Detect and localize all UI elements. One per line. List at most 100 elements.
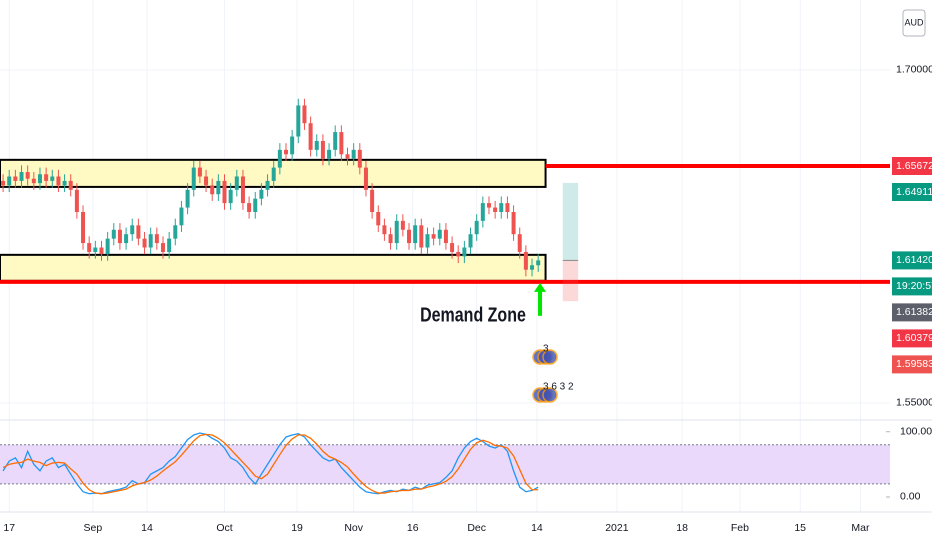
candle-body — [363, 167, 368, 190]
position-target — [562, 182, 579, 261]
candle-body — [302, 105, 307, 124]
candle — [400, 214, 405, 237]
candle-body — [117, 229, 122, 244]
currency-box[interactable] — [902, 9, 926, 37]
candle-body — [290, 136, 295, 155]
candle-body — [31, 178, 36, 184]
candle — [25, 165, 30, 186]
candle-body — [7, 176, 12, 186]
candle-body — [68, 180, 73, 190]
candle — [87, 236, 92, 259]
indicator-pane — [0, 431, 890, 498]
event-icon — [542, 349, 558, 365]
candle-body — [530, 265, 535, 270]
x-tick-label: Mar — [851, 522, 870, 534]
candle-body — [474, 220, 479, 235]
candle — [382, 218, 387, 241]
candle-body — [351, 149, 356, 159]
candle-body — [400, 220, 405, 230]
price-label-bg — [892, 303, 932, 322]
candle — [1, 174, 6, 193]
candle-body — [19, 172, 24, 181]
candle-body — [370, 189, 375, 212]
candle-body — [486, 203, 491, 208]
candle — [363, 160, 368, 197]
x-tick-label: 18 — [676, 522, 688, 534]
price-label: 1.61420 — [896, 254, 932, 266]
candle-body — [130, 225, 135, 235]
candle-body — [339, 132, 344, 155]
candle-body — [327, 149, 332, 159]
candle — [136, 218, 141, 246]
candle — [265, 174, 270, 197]
candle — [173, 218, 178, 246]
candle-body — [1, 180, 6, 186]
candle-body — [87, 243, 92, 252]
candle-body — [413, 225, 418, 244]
candle-body — [536, 260, 541, 266]
candle — [511, 205, 516, 241]
candle — [50, 169, 55, 188]
candle-body — [37, 174, 42, 184]
candle — [474, 214, 479, 241]
candle-body — [247, 203, 252, 212]
candle-body — [468, 234, 473, 248]
candle-body — [142, 238, 147, 248]
x-tick-label: Feb — [731, 522, 749, 534]
candle-body — [480, 203, 485, 221]
candle-body — [284, 149, 289, 155]
candle — [240, 169, 245, 210]
candle-body — [523, 251, 528, 270]
candle-body — [407, 229, 412, 244]
candle — [253, 192, 258, 219]
candle — [271, 160, 276, 188]
candle — [357, 143, 362, 175]
candle — [536, 254, 541, 272]
candle-body — [259, 189, 264, 199]
candle — [505, 196, 510, 219]
candle — [480, 196, 485, 228]
candle-body — [111, 229, 116, 239]
candle — [111, 223, 116, 246]
candle-body — [13, 176, 18, 181]
candle — [56, 169, 61, 193]
candle-body — [197, 167, 202, 177]
price-label: 1.60379 — [896, 332, 932, 344]
candle-body — [204, 176, 209, 186]
candle — [259, 183, 264, 206]
candle — [197, 160, 202, 184]
candle — [185, 183, 190, 215]
candle — [68, 174, 73, 197]
candle — [7, 169, 12, 193]
candle — [31, 172, 36, 190]
candle-body — [388, 234, 393, 244]
candle-body — [320, 140, 325, 159]
candle-body — [93, 247, 98, 252]
candle-body — [124, 234, 129, 244]
candle — [327, 143, 332, 166]
demand-supply-zone — [0, 253, 547, 282]
x-tick-label: Oct — [216, 522, 232, 534]
x-tick-label: 17 — [3, 522, 15, 534]
candle — [105, 231, 110, 261]
candle — [234, 169, 239, 197]
candle — [450, 236, 455, 259]
x-tick-label: Sep — [84, 522, 103, 534]
price-pane: Demand Zone 3 3 6 3 2 — [0, 98, 890, 403]
currency: AUD — [904, 17, 924, 27]
price-label-bg — [892, 329, 932, 348]
annotation: Demand Zone — [420, 304, 526, 326]
candle — [413, 218, 418, 250]
candle — [443, 223, 448, 250]
candle — [530, 258, 535, 277]
candle-body — [271, 167, 276, 181]
candle-body — [419, 225, 424, 248]
candle-body — [296, 105, 301, 137]
x-tick-label: Nov — [344, 522, 363, 534]
candle — [204, 169, 209, 193]
price-label-bg — [892, 183, 932, 202]
x-tick-label: Dec — [467, 522, 486, 534]
indicator-tick-label: 0.00 — [900, 491, 921, 503]
event-label: 3 — [543, 344, 549, 355]
